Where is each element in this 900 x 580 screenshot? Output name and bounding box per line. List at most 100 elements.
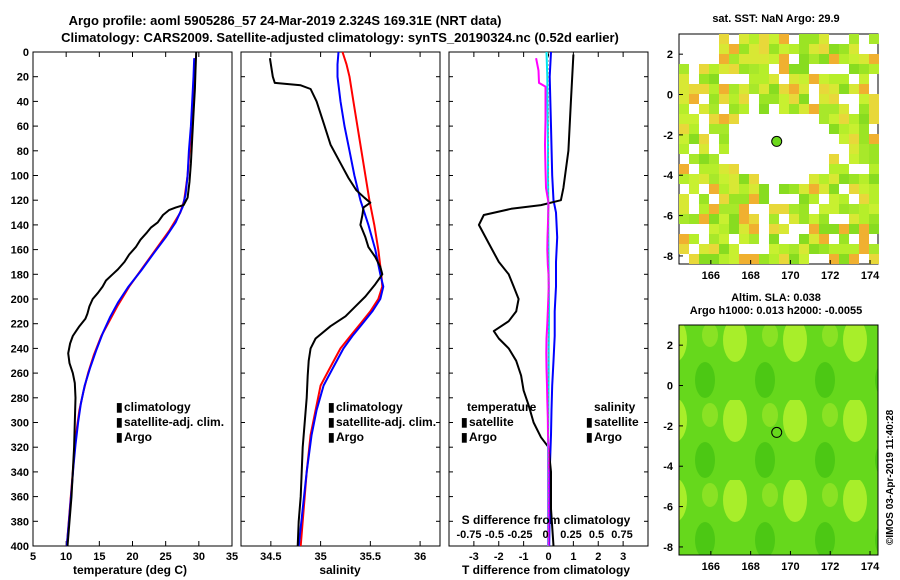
sst-map-cell	[719, 44, 729, 54]
temperature-ytick-label: 60	[17, 121, 29, 133]
sst-map-cell	[769, 214, 779, 224]
sst-map-cell	[859, 174, 869, 184]
difference-legend-salinity: salinity ▮ satellite ▮ Argo	[586, 400, 639, 444]
sst-map-cell	[709, 254, 719, 264]
sst-map-cell	[859, 184, 869, 194]
sst-map-cell	[679, 144, 689, 154]
sst-map-cell	[739, 214, 749, 224]
sst-map-cell	[799, 204, 809, 214]
sst-map-cell	[789, 74, 799, 84]
temperature-ytick-label: 20	[17, 72, 29, 84]
sst-map-cell	[739, 184, 749, 194]
sst-map-cell	[719, 224, 729, 234]
sst-map-cell	[699, 194, 709, 204]
difference-xtick-label: -1	[519, 551, 529, 563]
sst-map-cell	[699, 104, 709, 114]
sst-map-cell	[839, 44, 849, 54]
difference-series-s-argo	[535, 58, 550, 546]
sst-map-cell	[719, 234, 729, 244]
sst-map-cell	[839, 194, 849, 204]
salinity-xtick-label: 34.5	[260, 551, 281, 563]
sla_map-xtick-label: 168	[741, 561, 759, 573]
temperature-xtick-label: 15	[93, 551, 105, 563]
difference-xlabel: T difference from climatology	[462, 563, 630, 577]
sst-map-cell	[679, 214, 689, 224]
sla-map-ticks: 166 168 170 172 174 2 0 -2 -4 -6 -8	[663, 340, 880, 573]
sst-map-cell	[829, 174, 839, 184]
s-legend-argo-swatch: ▮	[586, 430, 593, 444]
sst-map-cell	[769, 74, 779, 84]
sst_map-ytick-label: -4	[663, 170, 674, 182]
sst-map-cell	[859, 244, 869, 254]
salinity-xlabel: salinity	[319, 563, 361, 577]
sst-map-cell	[829, 194, 839, 204]
difference-xtick-label: 2	[595, 551, 601, 563]
sst-map-cell	[829, 114, 839, 124]
salinity-series-satellite	[297, 51, 385, 547]
sst-map-cell	[859, 134, 869, 144]
sst-map-cell	[709, 164, 719, 174]
temperature-ytick-label: 380	[11, 516, 29, 528]
sst-map-cell	[699, 154, 709, 164]
sal-legend-climatology-swatch: ▮	[328, 400, 335, 414]
sst-map-cell	[699, 244, 709, 254]
sst-map-cell	[779, 34, 789, 44]
sst-map-cell	[799, 44, 809, 54]
sst-map-cell	[839, 234, 849, 244]
sst-map-cell	[709, 104, 719, 114]
difference-lines	[477, 51, 575, 547]
salinity-lines	[268, 51, 385, 547]
sst-map-cell	[809, 214, 819, 224]
sst-map-cell	[709, 154, 719, 164]
sst-map-cell	[819, 54, 829, 64]
sst-map-cell	[809, 44, 819, 54]
difference-s-tick-label: 0.25	[560, 529, 581, 541]
temperature-ytick-label: 0	[23, 47, 29, 59]
sst-map-cell	[869, 64, 879, 74]
salinity-axes-frame	[240, 51, 441, 547]
sst-map-cell	[799, 214, 809, 224]
sst-map-cell	[799, 104, 809, 114]
salinity-xtick-label: 35.5	[360, 551, 381, 563]
sst-map-cell	[709, 224, 719, 234]
sst-map-cell	[839, 104, 849, 114]
sst-map-cell	[839, 254, 849, 264]
sst-map-cell	[799, 54, 809, 64]
sst-map-cell	[869, 214, 879, 224]
sst-map-cell	[849, 64, 859, 74]
sst-map-cell	[869, 34, 879, 44]
sst-map-cell	[719, 84, 729, 94]
sst-map-cell	[799, 254, 809, 264]
sst-map-cell	[729, 214, 739, 224]
sst-map-cell	[869, 174, 879, 184]
salinity-xtick-label: 36	[414, 551, 426, 563]
difference-x-ticks: -3 -2 -1 0 1 2 3	[449, 51, 648, 563]
sst-map-cell	[769, 244, 779, 254]
sst-map-cell	[689, 184, 699, 194]
sst-map-cell	[789, 254, 799, 264]
sst-map-cell	[719, 244, 729, 254]
sst_map-ytick-label: -2	[663, 130, 673, 142]
legend-argo-swatch: ▮	[116, 430, 123, 444]
sst_map-ytick-label: -8	[663, 251, 673, 263]
sst-map-cell	[729, 94, 739, 104]
temperature-ytick-label: 320	[11, 442, 29, 454]
sst-map-cell	[789, 44, 799, 54]
sst-map-cell	[679, 234, 689, 244]
sst-map-cell	[749, 254, 759, 264]
sst-map-cell	[849, 54, 859, 64]
sst-map-cell	[859, 94, 869, 104]
sst-map-cell	[829, 254, 839, 264]
sst-map-cell	[779, 224, 789, 234]
sst-map-cell	[699, 74, 709, 84]
temperature-series-argo	[66, 51, 198, 547]
temperature-xtick-label: 35	[226, 551, 238, 563]
sst-map-cell	[869, 244, 879, 254]
sst_map-xtick-label: 174	[861, 270, 880, 282]
sst-map-cell	[729, 224, 739, 234]
sst-map-cell	[709, 174, 719, 184]
temperature-y-ticks: 0 20 40 60 80 100 120 140 160 180 200 220 240 260 280 3…	[11, 47, 38, 553]
sst-map-cell	[709, 94, 719, 104]
sst-map-cell	[679, 114, 689, 124]
sst-map-cell	[749, 224, 759, 234]
